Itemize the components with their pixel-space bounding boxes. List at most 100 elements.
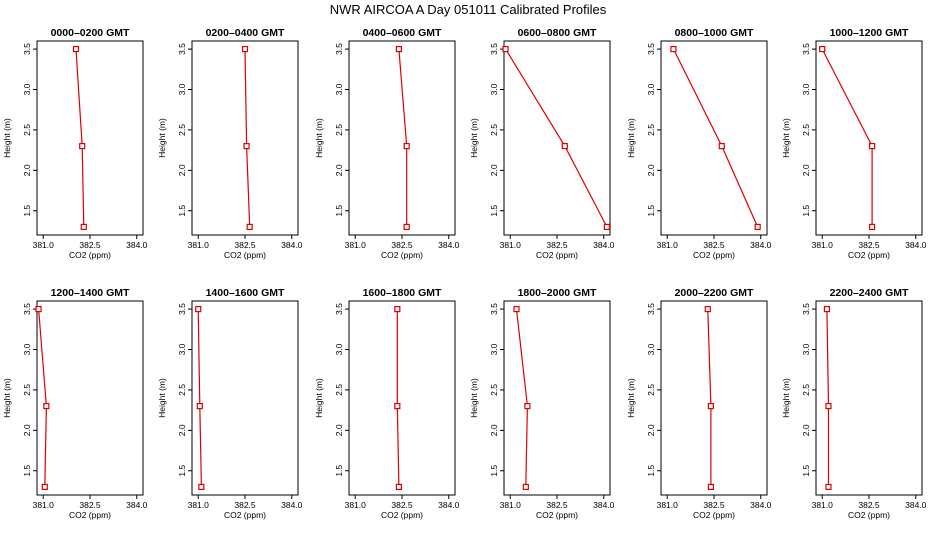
y-tick-label: 3.5 <box>801 303 811 315</box>
data-point <box>43 402 50 410</box>
panel-grid: 0000–0200 GMT 381.0 382.5 384.0 1.5 2.0 2.5 3.0… <box>2 27 927 520</box>
y-tick-label: 3.0 <box>334 343 344 355</box>
x-tick-label: 384.0 <box>281 500 303 510</box>
y-axis-label: Height (m) <box>314 118 324 158</box>
panel-title: 1400–1600 GMT <box>206 287 285 299</box>
panel-11: 2000–2200 GMT 381.0 382.5 384.0 1.5 2.0 2.5 3.0… <box>626 287 772 520</box>
data-point <box>819 45 826 53</box>
y-tick-label: 2.0 <box>489 424 499 436</box>
y-tick-label: 3.5 <box>177 303 187 315</box>
x-axis-label: CO2 (ppm) <box>69 250 111 260</box>
y-tick-label: 1.5 <box>489 205 499 217</box>
data-point <box>707 483 714 491</box>
plot-frame <box>36 300 144 496</box>
y-tick-label: 2.0 <box>801 424 811 436</box>
profile-line <box>75 49 85 227</box>
panel-title: 0600–0800 GMT <box>518 27 597 39</box>
panel-5: 0800–1000 GMT 381.0 382.5 384.0 1.5 2.0 2.5 3.0… <box>626 27 772 260</box>
x-tick-label: 382.5 <box>703 240 725 250</box>
data-point <box>603 223 610 231</box>
panel-10: 1800–2000 GMT 381.0 382.5 384.0 1.5 2.0 2.5 3.0… <box>469 287 615 520</box>
x-tick-label: 381.0 <box>188 240 210 250</box>
y-tick-label: 1.5 <box>177 205 187 217</box>
y-tick-label: 2.0 <box>177 164 187 176</box>
data-point <box>823 305 831 313</box>
y-tick-label: 2.5 <box>22 124 32 136</box>
x-tick-label: 384.0 <box>750 500 772 510</box>
panel-title: 0800–1000 GMT <box>675 27 754 39</box>
data-point <box>825 483 832 491</box>
data-point <box>825 402 832 410</box>
x-tick-label: 381.0 <box>657 240 679 250</box>
plot-frame <box>36 40 144 236</box>
data-point <box>241 45 249 53</box>
x-axis-label: CO2 (ppm) <box>224 250 266 260</box>
x-tick-label: 381.0 <box>188 500 210 510</box>
data-point <box>403 142 410 150</box>
plot-frame <box>503 40 611 236</box>
y-tick-label: 2.0 <box>22 424 32 436</box>
plot-frame <box>503 300 611 496</box>
x-tick-label: 381.0 <box>812 500 834 510</box>
y-tick-label: 2.5 <box>801 124 811 136</box>
data-point <box>704 305 711 313</box>
y-axis-label: Height (m) <box>781 378 791 418</box>
x-axis-label: CO2 (ppm) <box>381 510 423 520</box>
data-point <box>754 223 761 231</box>
y-axis-label: Height (m) <box>469 378 479 418</box>
panel-12: 2200–2400 GMT 381.0 382.5 384.0 1.5 2.0 2.5 3.0… <box>781 287 927 520</box>
x-axis-label: CO2 (ppm) <box>693 510 735 520</box>
data-point <box>196 402 203 410</box>
profile-line <box>244 49 251 227</box>
panel-title: 1800–2000 GMT <box>518 287 597 299</box>
y-tick-label: 2.0 <box>22 164 32 176</box>
y-tick-label: 3.5 <box>177 43 187 55</box>
y-tick-label: 2.0 <box>334 424 344 436</box>
y-axis-label: Height (m) <box>2 378 12 418</box>
y-tick-label: 3.0 <box>489 83 499 95</box>
y-tick-label: 3.0 <box>801 83 811 95</box>
y-tick-label: 2.5 <box>489 124 499 136</box>
y-tick-label: 3.5 <box>22 43 32 55</box>
data-point <box>670 45 677 53</box>
y-tick-label: 3.5 <box>334 43 344 55</box>
x-tick-label: 384.0 <box>905 500 927 510</box>
x-tick-label: 381.0 <box>812 240 834 250</box>
y-tick-label: 2.5 <box>801 384 811 396</box>
panel-title: 2200–2400 GMT <box>830 287 909 299</box>
y-tick-label: 2.0 <box>177 424 187 436</box>
y-tick-label: 2.0 <box>334 164 344 176</box>
y-tick-label: 3.5 <box>334 303 344 315</box>
y-tick-label: 3.5 <box>646 303 656 315</box>
profile-line <box>821 48 873 227</box>
data-point <box>394 305 401 313</box>
y-tick-label: 3.0 <box>801 343 811 355</box>
y-tick-label: 3.5 <box>801 43 811 55</box>
y-tick-label: 1.5 <box>489 465 499 477</box>
y-tick-label: 2.5 <box>646 124 656 136</box>
x-tick-label: 381.0 <box>500 240 522 250</box>
profile-line <box>505 48 608 228</box>
x-tick-label: 382.5 <box>391 500 413 510</box>
data-point <box>243 142 250 150</box>
x-tick-label: 384.0 <box>593 500 615 510</box>
x-axis-label: CO2 (ppm) <box>848 250 890 260</box>
y-tick-label: 2.0 <box>801 164 811 176</box>
profile-line <box>515 309 529 487</box>
x-tick-label: 381.0 <box>33 240 55 250</box>
y-axis-label: Height (m) <box>626 378 636 418</box>
panel-title: 1200–1400 GMT <box>51 287 130 299</box>
y-tick-label: 1.5 <box>646 465 656 477</box>
x-tick-label: 384.0 <box>281 240 303 250</box>
x-axis-label: CO2 (ppm) <box>536 510 578 520</box>
y-tick-label: 2.5 <box>22 384 32 396</box>
y-tick-label: 3.5 <box>489 303 499 315</box>
x-tick-label: 382.5 <box>858 500 880 510</box>
x-tick-label: 382.5 <box>546 500 568 510</box>
x-axis-label: CO2 (ppm) <box>693 250 735 260</box>
panel-7: 1200–1400 GMT 381.0 382.5 384.0 1.5 2.0 2.5 3.0… <box>2 287 148 520</box>
x-tick-label: 384.0 <box>905 240 927 250</box>
panel-title: 0200–0400 GMT <box>206 27 285 39</box>
data-point <box>80 223 87 231</box>
x-tick-label: 384.0 <box>593 240 615 250</box>
